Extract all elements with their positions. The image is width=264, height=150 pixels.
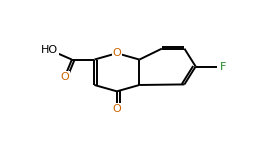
Text: HO: HO	[41, 45, 58, 55]
Text: F: F	[220, 61, 226, 72]
Text: O: O	[112, 48, 121, 58]
Text: O: O	[112, 104, 121, 114]
Text: O: O	[60, 72, 69, 82]
